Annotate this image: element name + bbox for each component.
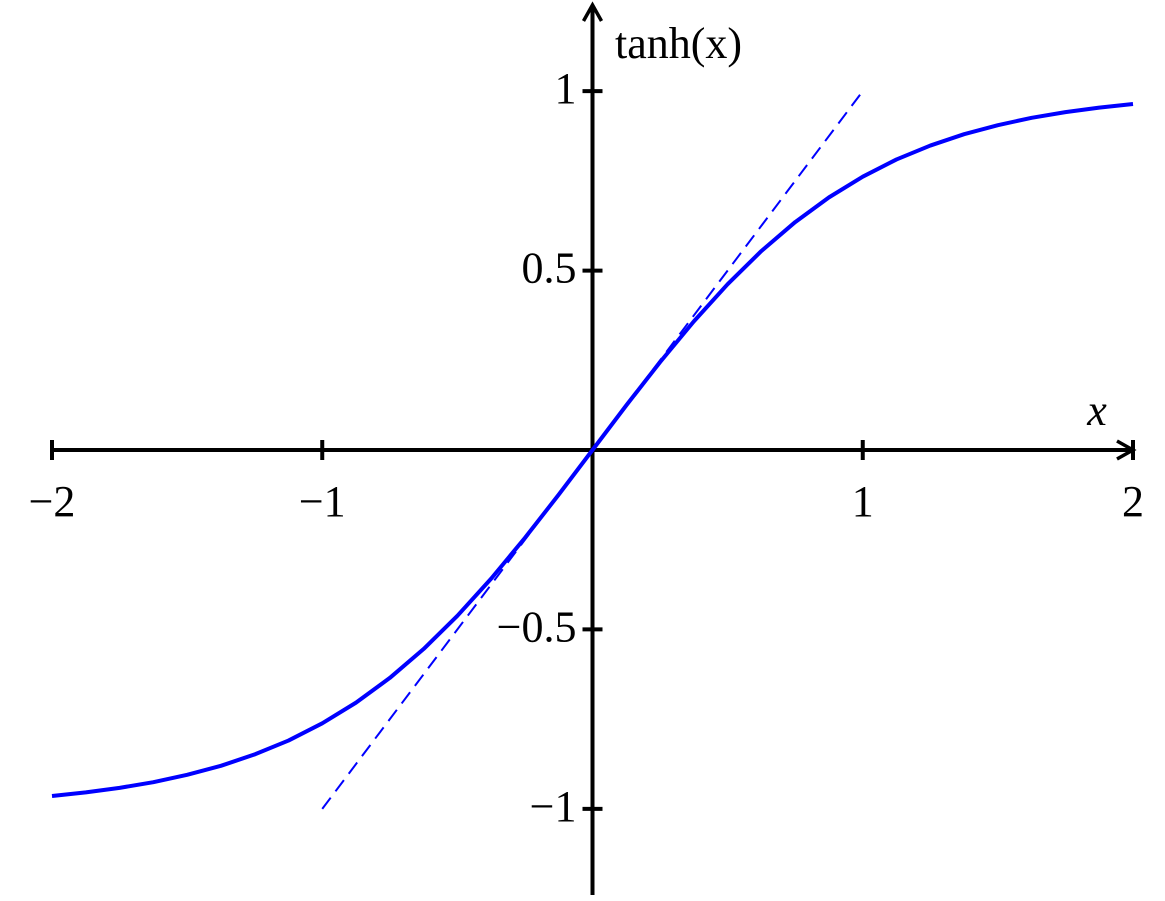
y-tick-label: 1 [555,64,577,113]
y-tick-label: 0.5 [522,244,577,293]
x-axis-label: x [1086,386,1107,435]
y-tick-label: −0.5 [497,603,577,652]
x-tick-label: −2 [29,477,76,526]
x-tick-label: 1 [852,477,874,526]
y-axis-label: tanh(x) [615,19,742,68]
x-tick-label: −1 [299,477,346,526]
tangent-line [321,90,864,810]
y-axis-arrow [581,1,604,22]
y-tick-label: −1 [530,782,577,831]
x-tick-label: 2 [1122,477,1144,526]
